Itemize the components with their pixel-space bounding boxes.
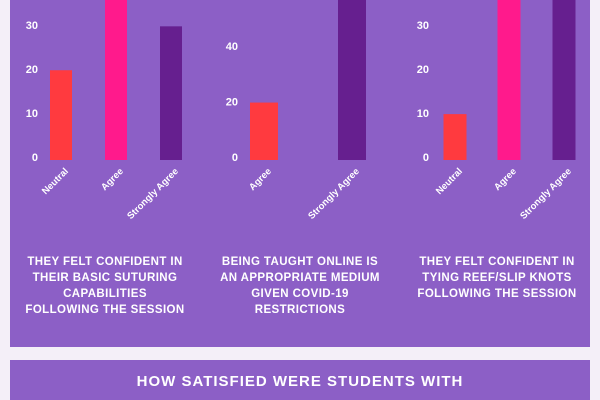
heading: HOW SATISFIED WERE STUDENTS WITH <box>137 373 464 390</box>
y-tick-label: 30 <box>417 20 429 32</box>
y-tick-label: 0 <box>32 152 38 164</box>
bar <box>160 26 182 161</box>
bar <box>443 114 467 160</box>
bar <box>250 102 278 160</box>
bar <box>338 0 366 161</box>
y-tick-label: 20 <box>417 64 429 76</box>
y-tick-label: 30 <box>26 20 38 32</box>
bar <box>50 70 72 160</box>
caption: THEY FELT CONFIDENT IN THEIR BASIC SUTUR… <box>25 256 185 316</box>
y-tick-label: 20 <box>226 96 238 108</box>
y-tick-label: 20 <box>26 64 38 76</box>
caption: BEING TAUGHT ONLINE IS AN APPROPRIATE ME… <box>220 256 380 316</box>
y-tick-label: 10 <box>417 108 429 120</box>
banner <box>10 360 590 400</box>
y-tick-label: 10 <box>26 108 38 120</box>
y-tick-label: 0 <box>423 152 429 164</box>
bar <box>497 0 521 160</box>
y-tick-label: 40 <box>226 41 238 53</box>
caption: THEY FELT CONFIDENT IN TYING REEF/SLIP K… <box>417 256 577 300</box>
bar <box>105 0 127 160</box>
y-tick-label: 0 <box>232 152 238 164</box>
bar <box>552 0 576 160</box>
